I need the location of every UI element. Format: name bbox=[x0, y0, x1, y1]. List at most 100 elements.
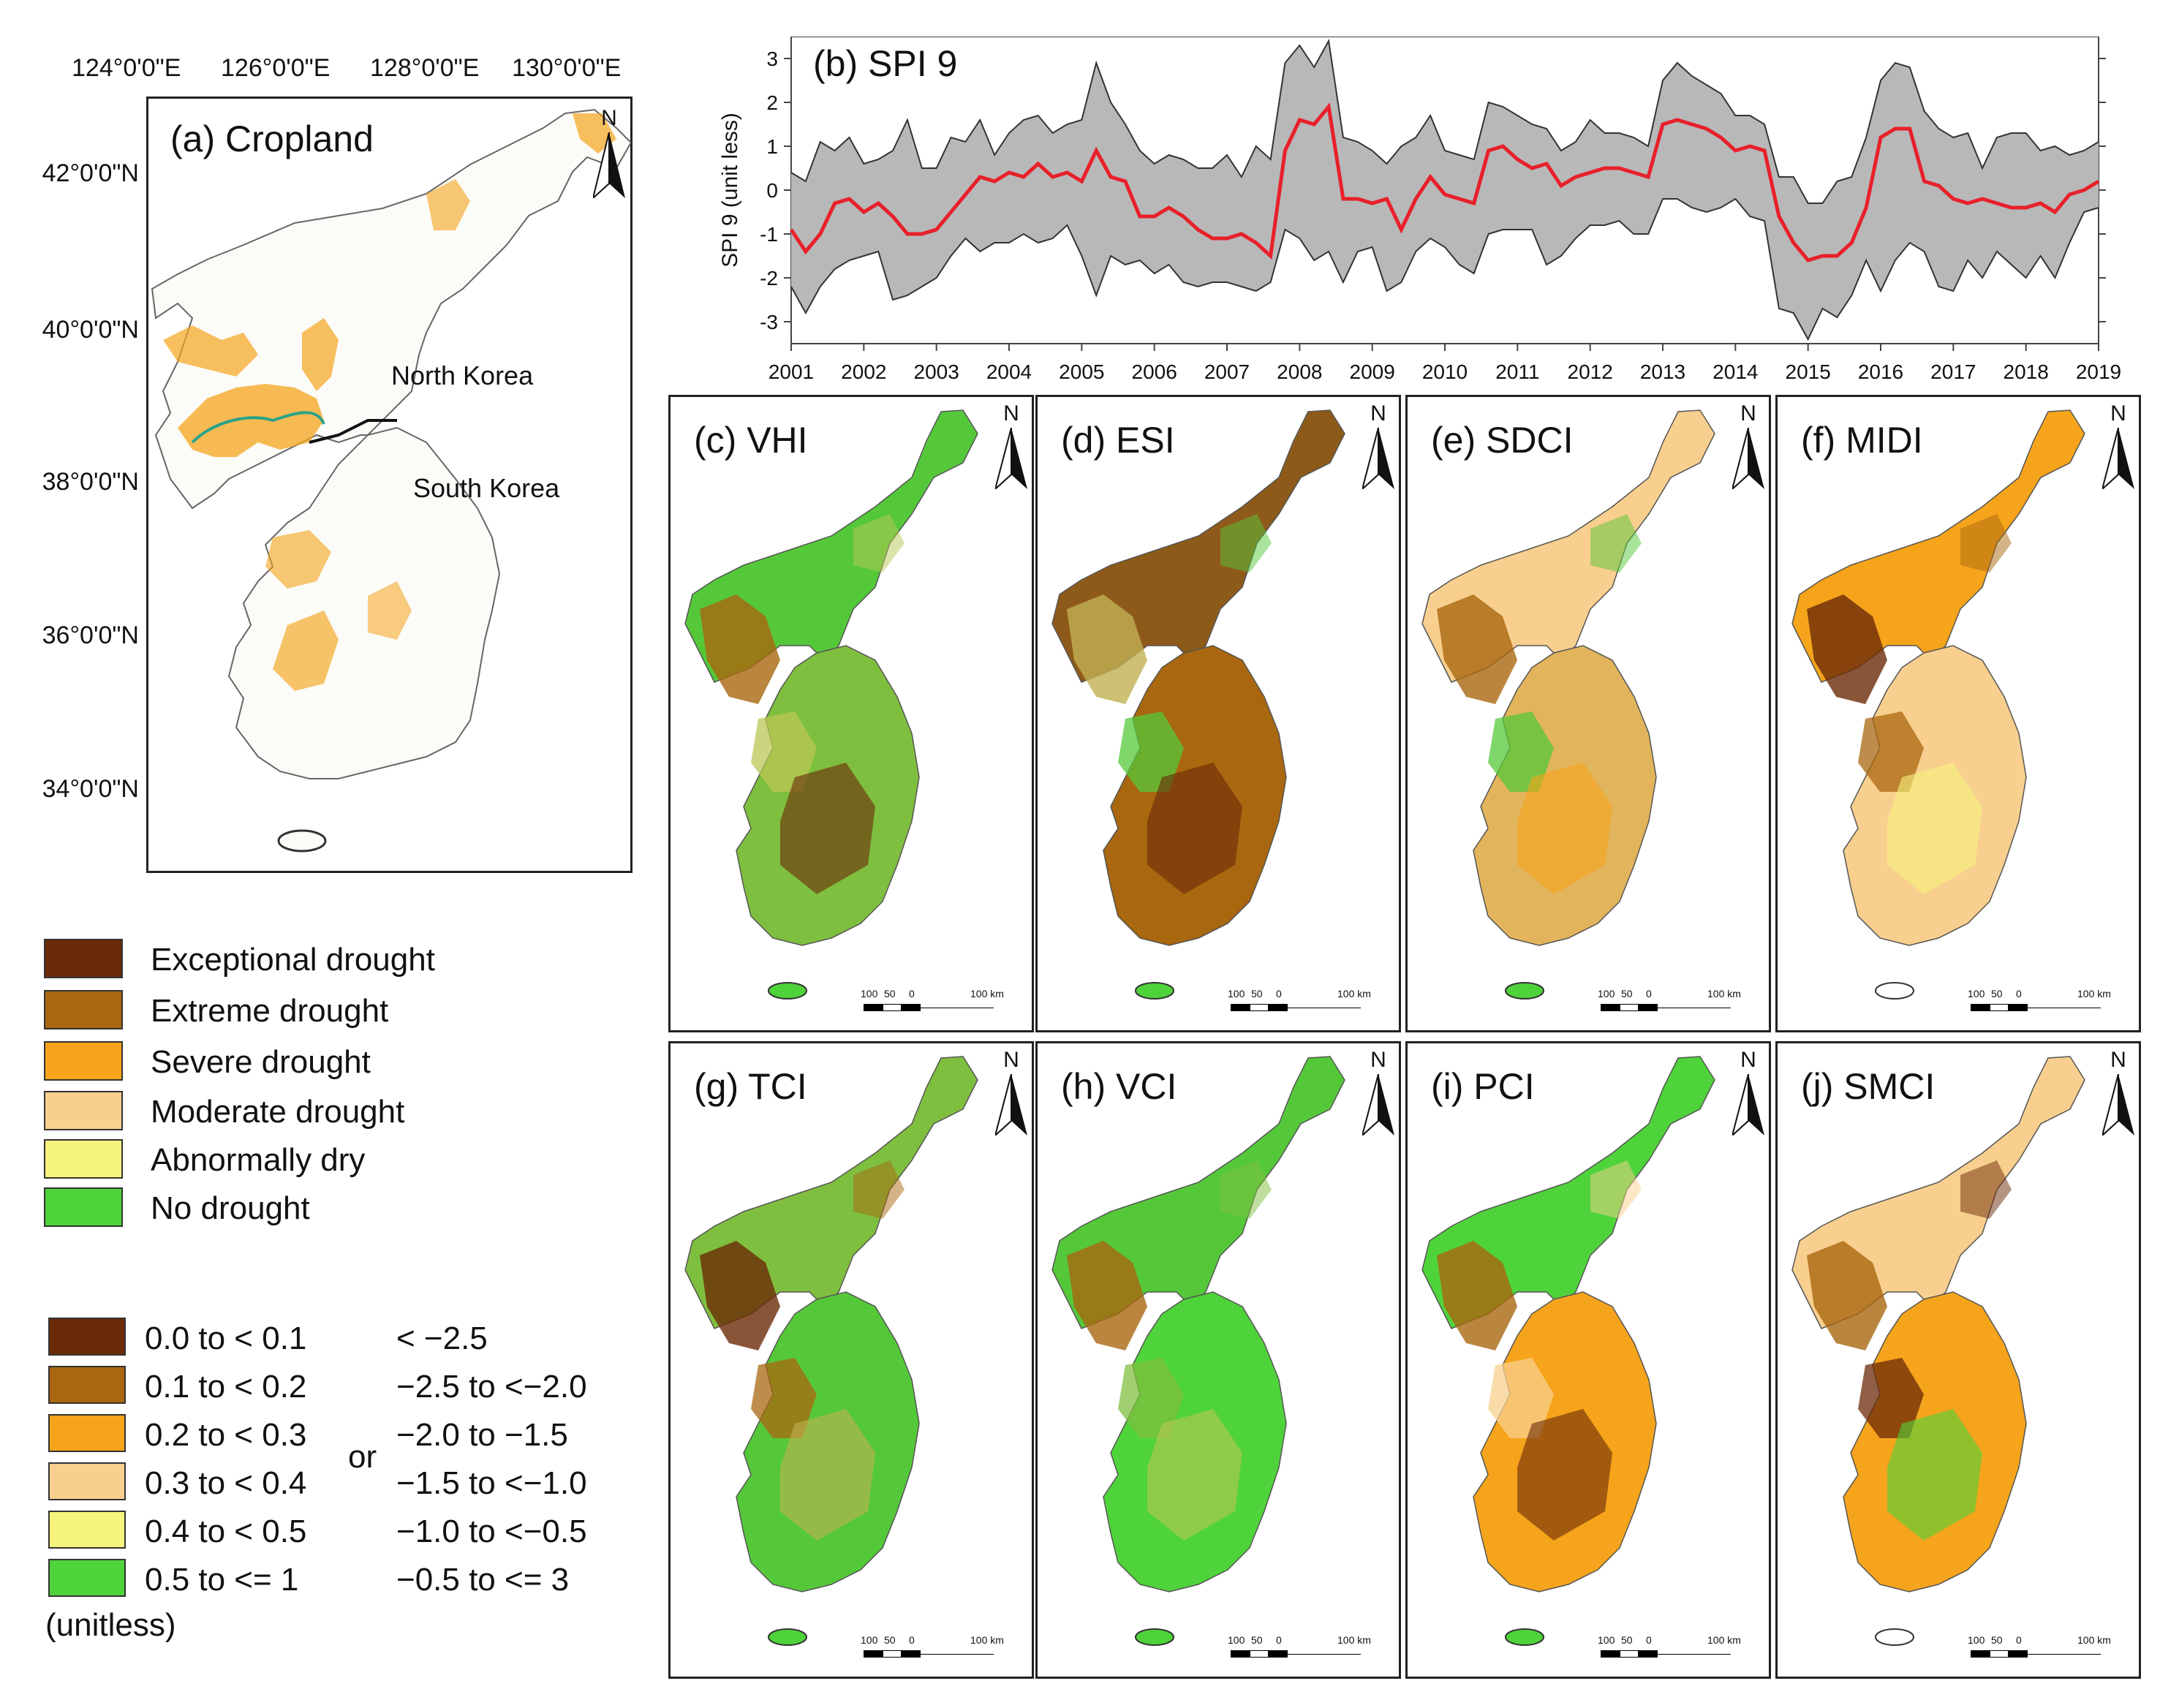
north-arrow-icon bbox=[2102, 1074, 2134, 1135]
series-max-line bbox=[790, 38, 2099, 204]
north-arrow-label: N bbox=[1003, 401, 1019, 426]
x-tick-label: 2019 bbox=[2076, 360, 2121, 383]
x-tick-label: 2018 bbox=[2004, 360, 2049, 383]
y-axis-label: SPI 9 (unit less) bbox=[718, 113, 742, 268]
map-panel: (j) SMCI N 100 50 0 100 km bbox=[1775, 1041, 2141, 1679]
map-panel: (g) TCI N 100 50 0 100 km bbox=[668, 1041, 1034, 1679]
x-tick-label: 2006 bbox=[1132, 360, 1177, 383]
cropland-tumen bbox=[573, 113, 616, 154]
x-tick-label: 2017 bbox=[1930, 360, 1976, 383]
cropland-southeast bbox=[368, 581, 412, 640]
legend-spi-label: −2.0 to −1.5 bbox=[396, 1417, 568, 1453]
scale-label-50: 50 bbox=[1991, 988, 2003, 1000]
scale-label-100a: 100 bbox=[861, 1634, 878, 1646]
x-tick-label: 2004 bbox=[986, 360, 1032, 383]
legend-spi-label: < −2.5 bbox=[396, 1320, 488, 1356]
scale-label-100a: 100 bbox=[1968, 988, 1985, 1000]
scale-label-0: 0 bbox=[2016, 1634, 2022, 1646]
cropland-map bbox=[151, 108, 631, 853]
north-arrow-label: N bbox=[2110, 1048, 2126, 1072]
drought-map bbox=[1051, 409, 1345, 1000]
x-tick-label: 2016 bbox=[1858, 360, 1903, 383]
panel-a-title: (a) Cropland bbox=[170, 118, 374, 159]
south-korea-shape bbox=[227, 426, 501, 779]
legend-swatch bbox=[48, 1462, 126, 1500]
legend-swatch bbox=[44, 1091, 123, 1130]
scale-label-100a: 100 bbox=[1598, 988, 1615, 1000]
map-panel: (h) VCI N 100 50 0 100 km bbox=[1035, 1041, 1401, 1679]
map-panel-title: (f) MIDI bbox=[1801, 420, 1923, 461]
scale-bar: 100 50 0 100 km bbox=[861, 1634, 1022, 1663]
legend-swatch bbox=[48, 1511, 126, 1549]
map-panel: (e) SDCI N 100 50 0 100 km bbox=[1405, 395, 1771, 1032]
map-panel-title: (h) VCI bbox=[1061, 1066, 1177, 1107]
drought-map bbox=[1421, 1056, 1715, 1646]
lat-label-40: 40°0'0"N bbox=[42, 316, 139, 344]
y-tick-label: -2 bbox=[760, 267, 778, 290]
scale-bar: 100 50 0 100 km bbox=[1598, 988, 1759, 1017]
scale-label-100km: 100 km bbox=[1337, 1634, 1371, 1646]
north-arrow-icon bbox=[2102, 428, 2134, 489]
drought-map bbox=[1791, 409, 2085, 1000]
lat-label-42: 42°0'0"N bbox=[42, 159, 139, 187]
x-tick-label: 2013 bbox=[1640, 360, 1685, 383]
legend-class-label: Moderate drought bbox=[151, 1094, 405, 1130]
legend-swatch bbox=[44, 1187, 123, 1227]
scale-bar: 100 50 0 100 km bbox=[1968, 988, 2129, 1017]
north-arrow: N bbox=[2096, 1048, 2140, 1143]
lat-label-34: 34°0'0"N bbox=[42, 775, 139, 803]
cropland-west-lowlands bbox=[178, 384, 324, 457]
north-arrow-label: N bbox=[2110, 401, 2126, 426]
map-panel-title: (e) SDCI bbox=[1431, 420, 1574, 461]
drought-map bbox=[684, 1056, 978, 1646]
north-arrow: N bbox=[1726, 401, 1770, 496]
legend-spi-label: −2.5 to <−2.0 bbox=[396, 1369, 587, 1405]
x-tick-label: 2002 bbox=[841, 360, 886, 383]
scale-label-50: 50 bbox=[1621, 988, 1633, 1000]
drought-map bbox=[684, 409, 978, 1000]
scale-label-50: 50 bbox=[1251, 1634, 1263, 1646]
x-tick-label: 2014 bbox=[1712, 360, 1758, 383]
lat-label-38: 38°0'0"N bbox=[42, 468, 139, 496]
map-panel-title: (c) VHI bbox=[694, 420, 808, 461]
drought-map bbox=[1051, 1056, 1345, 1646]
scale-label-0: 0 bbox=[1276, 1634, 1282, 1646]
map-panel-title: (j) SMCI bbox=[1801, 1066, 1936, 1107]
north-arrow-icon bbox=[1362, 1074, 1394, 1135]
legend-range-label: 0.0 to < 0.1 bbox=[145, 1320, 307, 1356]
lon-label-126: 126°0'0"E bbox=[221, 54, 331, 82]
north-arrow-icon bbox=[995, 428, 1027, 489]
x-tick-label: 2012 bbox=[1568, 360, 1613, 383]
north-arrow-icon bbox=[995, 1074, 1027, 1135]
map-panel: (f) MIDI N 100 50 0 100 km bbox=[1775, 395, 2141, 1032]
north-arrow-label: N bbox=[1370, 1048, 1386, 1072]
x-tick-label: 2008 bbox=[1277, 360, 1322, 383]
legend-unitless-label: (unitless) bbox=[45, 1607, 176, 1643]
north-arrow: N bbox=[989, 1048, 1033, 1143]
north-arrow-label: N bbox=[1003, 1048, 1019, 1072]
legend-swatch bbox=[48, 1559, 126, 1597]
scale-label-100a: 100 bbox=[1228, 1634, 1245, 1646]
scale-label-50: 50 bbox=[1991, 1634, 2003, 1646]
series-min-line bbox=[790, 197, 2099, 341]
x-tick-label: 2007 bbox=[1204, 360, 1250, 383]
cropland-central bbox=[302, 318, 339, 391]
north-arrow-icon bbox=[1732, 428, 1764, 489]
legend-class-label: No drought bbox=[151, 1190, 310, 1226]
map-panel: (d) ESI N 100 50 0 100 km bbox=[1035, 395, 1401, 1032]
legend-range-label: 0.2 to < 0.3 bbox=[145, 1417, 307, 1453]
legend-range-label: 0.4 to < 0.5 bbox=[145, 1514, 307, 1549]
scale-label-100a: 100 bbox=[861, 988, 878, 1000]
y-tick-label: -1 bbox=[760, 223, 778, 246]
scale-bar: 100 50 0 100 km bbox=[1968, 1634, 2129, 1663]
spi9-chart: 3 2 1 0 -1 -2 -3 2001 2002 2003 2004 2005 2006 2007 20… bbox=[718, 37, 2121, 383]
north-arrow-label: N bbox=[1370, 401, 1386, 426]
north-arrow: N bbox=[1356, 401, 1400, 496]
scale-label-100km: 100 km bbox=[970, 1634, 1004, 1646]
legend-swatch bbox=[44, 1139, 123, 1179]
cropland-northeast bbox=[426, 179, 470, 230]
y-tick-label: 3 bbox=[766, 48, 778, 70]
scale-label-100km: 100 km bbox=[1707, 1634, 1741, 1646]
scale-label-50: 50 bbox=[884, 1634, 896, 1646]
legend-class-label: Severe drought bbox=[151, 1044, 371, 1080]
